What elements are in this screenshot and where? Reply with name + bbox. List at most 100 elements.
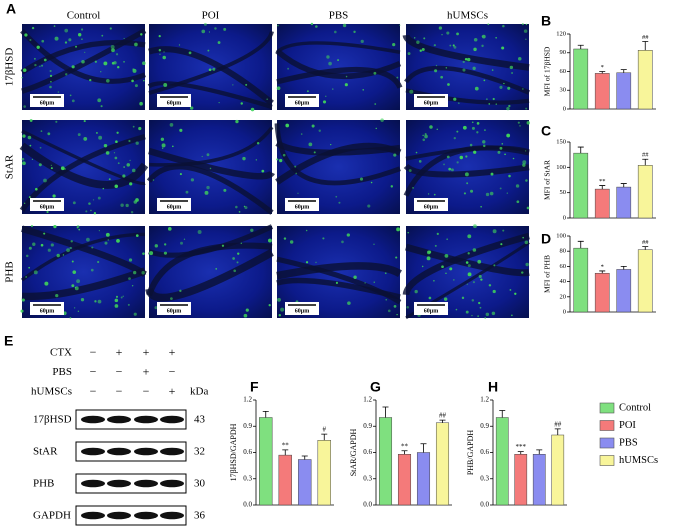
y-tick-label: 120 [556,30,566,37]
signal-spot [75,45,77,48]
signal-spot [502,24,505,28]
signal-spot [90,268,94,272]
signal-spot [393,153,397,157]
signal-spot [491,69,494,71]
bar [551,434,565,506]
signal-spot [305,261,309,264]
signal-spot [370,181,373,184]
signal-spot [77,33,82,37]
signal-spot [472,248,477,252]
signal-spot [456,161,459,164]
signal-spot [138,126,142,131]
signal-spot [399,24,401,26]
signal-spot [440,75,444,79]
protein-name: GAPDH [33,510,71,522]
signal-spot [522,88,524,90]
blot-band [107,511,131,520]
signal-spot [39,65,41,68]
signal-spot [89,78,92,82]
tissue-fold [275,140,401,156]
error-bar [382,406,389,418]
signal-spot [277,297,281,302]
signal-spot [34,63,37,67]
signal-spot [140,33,143,36]
signal-spot [106,78,110,83]
tissue-fold [276,256,402,305]
signal-spot [71,284,75,288]
signal-spot [353,30,356,34]
signal-spot [103,143,108,148]
signal-spot [178,44,181,46]
signal-spot [120,203,124,207]
signal-spot [472,66,476,71]
signal-spot [332,88,334,90]
signal-spot [481,44,484,48]
signal-spot [207,49,210,52]
signal-spot [141,271,145,275]
signal-spot [501,143,504,145]
signal-spot [444,254,449,258]
signal-spot [22,161,26,166]
signal-spot [396,227,401,232]
signal-spot [60,166,65,171]
signal-spot [525,38,527,41]
signal-spot [110,44,115,49]
signal-spot [142,252,145,256]
signal-spot [100,105,103,108]
y-tick-label: 0.9 [363,422,372,430]
signal-spot [123,61,125,63]
signal-spot [206,185,210,190]
signal-spot [122,295,124,297]
signal-spot [446,155,450,159]
treatment-sign: − [90,364,97,378]
signal-spot [83,136,88,141]
signal-spot [97,260,100,264]
error-bar [577,44,584,49]
signal-spot [464,58,468,61]
signal-spot [160,137,165,141]
signal-spot [133,312,137,316]
signal-spot [161,147,164,149]
micrograph: 60μm [20,24,147,110]
signal-spot [490,172,494,176]
signal-spot [47,132,51,136]
signal-spot [131,284,134,287]
signal-spot [50,80,52,83]
bar [378,417,393,506]
signal-spot [484,129,486,131]
legend-swatch [599,455,615,466]
treatment-sign: + [143,364,150,378]
signal-spot [509,289,512,291]
signal-spot [44,281,49,286]
signal-spot [120,296,123,299]
signal-spot [461,296,465,300]
signal-spot [433,44,436,47]
bar [495,417,509,506]
signal-spot [114,298,119,303]
scale-label: 60μm [167,100,181,106]
signal-spot [500,243,503,246]
signal-spot [525,107,528,110]
tissue-fold [147,80,273,110]
error-bar [554,428,561,435]
signal-spot [501,46,505,50]
signal-spot [21,298,25,302]
y-tick-label: 0.3 [480,474,489,482]
signal-spot [485,192,490,197]
signal-spot [21,76,23,79]
signal-spot [256,142,260,145]
signal-spot [330,144,332,146]
treatment-sign: − [116,384,123,398]
signal-spot [469,143,473,147]
signal-spot [521,271,524,274]
y-tick-label: 1.2 [480,396,489,404]
signal-spot [429,125,433,129]
signal-spot [111,61,115,65]
signal-spot [135,141,139,145]
signal-spot [478,274,482,279]
signal-spot [95,131,98,134]
y-tick-label: 0.6 [243,448,252,456]
signal-spot [212,67,216,71]
signal-spot [223,27,227,31]
signal-spot [499,85,503,89]
